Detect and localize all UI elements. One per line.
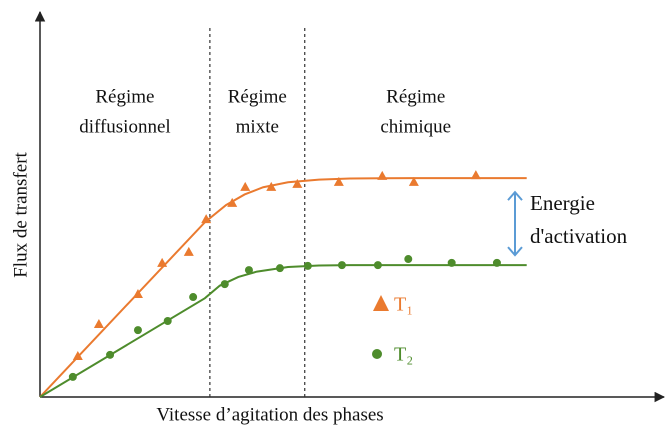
data-point [244,266,253,275]
data-point [373,261,382,270]
annotation: d'activation [530,224,628,248]
data-point [68,372,77,381]
data-point [201,214,212,224]
data-point [183,246,194,256]
data-point [189,293,198,302]
legend-label: T₁ [394,294,413,316]
data-point [404,255,413,264]
fit-curve [39,177,527,398]
data-point [227,197,238,207]
region-label: Régime [228,86,287,107]
annotation: Energie [530,191,595,215]
region-label: mixte [236,116,279,137]
data-point [333,176,344,186]
legend-marker [372,349,382,359]
y-axis-label: Flux de transfert [10,151,31,277]
x-axis-label: Vitesse d’agitation des phases [156,404,383,425]
data-point [470,170,481,180]
data-point [132,289,143,299]
legend-label: T₂ [394,344,413,366]
legend-marker [373,295,389,311]
arrow-head [507,246,523,257]
data-point [157,257,168,267]
data-point [492,258,501,267]
data-point [220,280,229,289]
fit-curve [39,264,527,398]
data-point [72,350,83,360]
arrow-head [507,190,523,201]
data-point [292,178,303,188]
region-label: chimique [380,116,451,137]
data-point [266,181,277,191]
data-point [163,317,172,325]
data-point [133,326,142,335]
data-point [377,170,388,180]
region-label: diffusionnel [79,116,170,137]
data-point [93,319,104,329]
data-point [408,176,419,186]
data-point [106,350,115,359]
data-point [303,261,312,270]
data-point [240,181,251,191]
data-point [337,261,346,270]
data-point [447,258,456,267]
region-label: Régime [95,86,154,107]
region-label: Régime [386,86,445,107]
data-point [275,264,284,273]
